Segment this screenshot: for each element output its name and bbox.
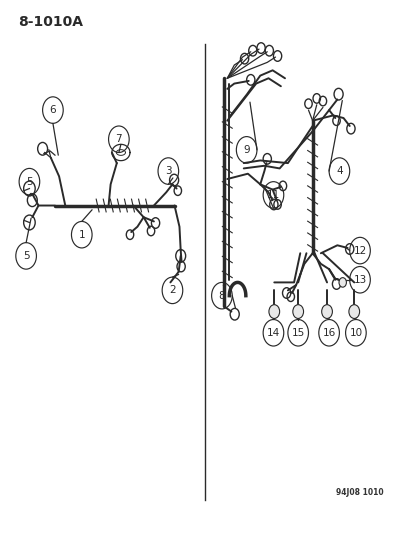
Text: 5: 5 xyxy=(23,251,29,261)
Text: 13: 13 xyxy=(354,274,366,285)
Text: 16: 16 xyxy=(322,328,336,338)
Text: 7: 7 xyxy=(115,134,122,144)
Text: 8: 8 xyxy=(219,290,225,301)
Circle shape xyxy=(293,305,303,318)
Text: 8-1010A: 8-1010A xyxy=(18,14,83,29)
Text: 3: 3 xyxy=(165,166,172,176)
Text: 14: 14 xyxy=(267,328,280,338)
Text: 6: 6 xyxy=(50,105,56,115)
Text: 12: 12 xyxy=(354,246,366,256)
Text: 94J08 1010: 94J08 1010 xyxy=(336,488,384,497)
Circle shape xyxy=(269,305,280,318)
Text: 10: 10 xyxy=(349,328,362,338)
Text: 2: 2 xyxy=(169,285,176,295)
Text: 9: 9 xyxy=(243,145,250,155)
Circle shape xyxy=(349,305,360,318)
Circle shape xyxy=(322,305,332,318)
Text: 5: 5 xyxy=(26,176,33,187)
Text: 11: 11 xyxy=(267,190,280,200)
Text: 15: 15 xyxy=(292,328,305,338)
Text: 1: 1 xyxy=(78,230,85,240)
Text: 4: 4 xyxy=(336,166,343,176)
Circle shape xyxy=(339,278,347,287)
